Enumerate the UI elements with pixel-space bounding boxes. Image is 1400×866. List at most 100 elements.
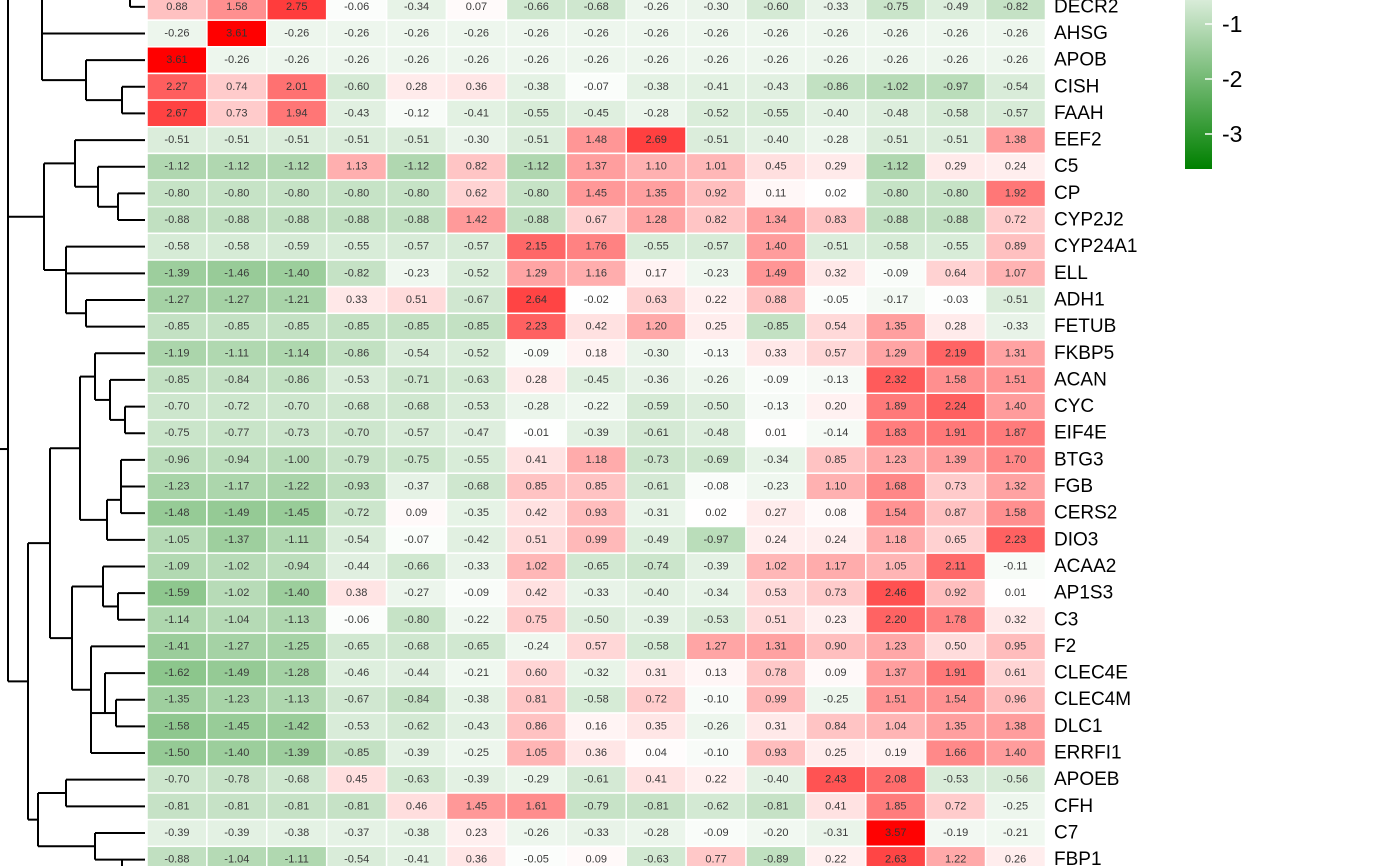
- heatmap-cell: [805, 818, 867, 848]
- cell-value-label: -0.80: [883, 187, 908, 199]
- cell-value-label: -0.21: [1003, 827, 1028, 839]
- cell-value-label: -1.11: [285, 854, 309, 866]
- heatmap-cell: [266, 685, 328, 714]
- cell-value-label: -0.80: [224, 187, 249, 199]
- cell-value-label: 2.43: [825, 774, 846, 786]
- cell-value-label: 3.61: [226, 27, 247, 39]
- cell-value-label: -1.19: [164, 347, 189, 359]
- heatmap-cell: [745, 285, 807, 315]
- heatmap-cell: [924, 605, 987, 634]
- row-label: DIO3: [1054, 529, 1098, 550]
- cell-value-label: -0.38: [284, 827, 309, 839]
- heatmap-cell: [865, 205, 927, 235]
- cell-value-label: -0.26: [763, 54, 788, 66]
- heatmap-cell: [865, 126, 927, 155]
- cell-value-label: 0.85: [526, 481, 547, 493]
- row-label: FETUB: [1054, 316, 1116, 337]
- heatmap-cell: [984, 845, 1047, 866]
- heatmap-cell: [565, 152, 627, 181]
- cell-value-label: -1.13: [284, 614, 309, 626]
- heatmap-cell: [865, 605, 927, 634]
- cell-value-label: -0.79: [584, 800, 609, 812]
- row-label: CYC: [1054, 396, 1094, 417]
- heatmap-cell: [865, 738, 927, 768]
- heatmap-cell: [805, 659, 867, 688]
- heatmap-cell: [865, 179, 927, 208]
- cell-value-label: -0.67: [344, 694, 369, 706]
- heatmap-cell: [745, 99, 807, 128]
- cell-value-label: -0.89: [763, 854, 788, 866]
- heatmap-cell: [385, 659, 448, 688]
- cell-value-label: -0.48: [883, 107, 908, 119]
- cell-value-label: -1.27: [224, 640, 249, 652]
- cell-value-label: -0.26: [224, 54, 249, 66]
- cell-value-label: 1.35: [645, 187, 666, 199]
- heatmap-cell: [206, 392, 268, 421]
- cell-value-label: -0.26: [1003, 27, 1028, 39]
- cell-value-label: -1.58: [164, 720, 189, 732]
- cell-value-label: -0.10: [704, 694, 729, 706]
- cell-value-label: 0.45: [765, 161, 786, 173]
- cell-value-label: -0.28: [524, 401, 549, 413]
- row-label: C5: [1054, 156, 1078, 177]
- heatmap-cell: [865, 792, 927, 821]
- cell-value-label: -0.63: [464, 374, 489, 386]
- heatmap-cell: [865, 552, 927, 581]
- cell-value-label: 1.51: [1005, 374, 1026, 386]
- heatmap-cell: [385, 605, 448, 634]
- cell-value-label: -1.12: [164, 161, 189, 173]
- heatmap-cell: [505, 472, 568, 501]
- cell-value-label: -1.40: [284, 587, 309, 599]
- cell-value-label: -0.06: [344, 614, 369, 626]
- heatmap-cell: [625, 259, 687, 288]
- heatmap-cell: [805, 738, 867, 768]
- cell-value-label: -0.27: [404, 587, 429, 599]
- heatmap-cell: [505, 712, 568, 741]
- cell-value-label: -0.88: [943, 214, 968, 226]
- cell-value-label: -0.81: [164, 800, 189, 812]
- cell-value-label: -1.02: [224, 560, 249, 572]
- heatmap-cell: [266, 46, 328, 75]
- cell-value-label: 0.82: [466, 161, 487, 173]
- cell-value-label: -0.26: [704, 374, 729, 386]
- cell-value-label: 1.45: [586, 187, 607, 199]
- cell-value-label: -0.94: [284, 560, 309, 572]
- cell-value-label: -0.75: [404, 454, 429, 466]
- cell-value-label: -0.88: [883, 214, 908, 226]
- cell-value-label: -0.61: [584, 774, 609, 786]
- heatmap-cell: [565, 72, 627, 101]
- cell-value-label: -0.55: [524, 107, 549, 119]
- heatmap-cell: [266, 765, 328, 794]
- cell-value-label: 1.51: [885, 694, 906, 706]
- heatmap-cell: [805, 152, 867, 181]
- cell-value-label: -0.53: [943, 774, 968, 786]
- row-label: C7: [1054, 822, 1078, 843]
- cell-value-label: 0.32: [825, 267, 846, 279]
- cell-value-label: 2.23: [1005, 534, 1026, 546]
- cell-value-label: -1.12: [404, 161, 429, 173]
- cell-value-label: 0.72: [1005, 214, 1026, 226]
- heatmap-cell: [445, 499, 508, 528]
- cell-value-label: 1.05: [526, 747, 547, 759]
- cell-value-label: 1.29: [526, 267, 547, 279]
- cell-value-label: -0.34: [763, 454, 788, 466]
- cell-value-label: -0.26: [644, 27, 669, 39]
- heatmap-cell: [146, 525, 208, 554]
- cell-value-label: -0.85: [164, 374, 189, 386]
- cell-value-label: -1.39: [164, 267, 189, 279]
- heatmap-cell: [865, 339, 927, 368]
- cell-value-label: 1.38: [1005, 134, 1026, 146]
- cell-value-label: -0.26: [1003, 54, 1028, 66]
- heatmap-cell: [146, 232, 208, 261]
- cell-value-label: -0.81: [644, 800, 669, 812]
- cell-value-label: -0.26: [524, 27, 549, 39]
- cell-value-label: 2.23: [526, 321, 547, 333]
- heatmap-cell: [984, 472, 1047, 501]
- heatmap-cell: [805, 126, 867, 155]
- cell-value-label: -0.75: [883, 1, 908, 13]
- cell-value-label: -0.51: [823, 241, 848, 253]
- cell-value-label: -0.52: [464, 267, 489, 279]
- cell-value-label: -0.51: [224, 134, 249, 146]
- cell-value-label: 0.11: [766, 187, 787, 199]
- cell-value-label: -1.23: [224, 694, 249, 706]
